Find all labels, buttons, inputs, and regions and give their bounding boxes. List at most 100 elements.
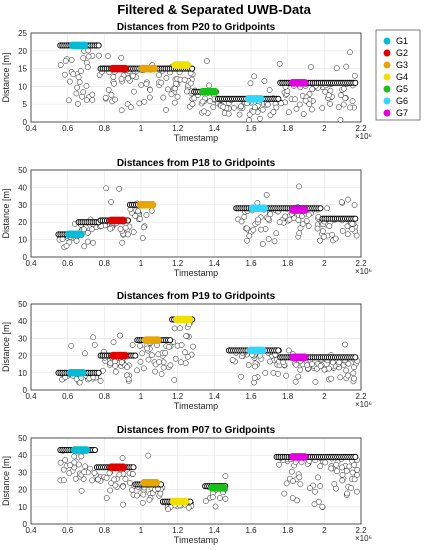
sample-point <box>351 462 357 468</box>
gridpoint-marker <box>150 64 159 73</box>
y-tick-label: 5 <box>23 100 28 109</box>
sample-point <box>202 498 209 504</box>
x-tick-label: 1 <box>139 392 144 401</box>
sample-point <box>70 71 77 78</box>
sample-point <box>127 480 133 486</box>
gridpoint-G3 <box>140 478 161 487</box>
step-point <box>95 42 102 49</box>
sample-point <box>62 457 68 463</box>
y-tick-label: 20 <box>18 352 27 361</box>
sample-point <box>347 49 353 56</box>
sample-point <box>183 88 190 95</box>
sample-point <box>348 485 354 491</box>
step-band <box>75 219 102 226</box>
sample-point <box>117 226 124 232</box>
sample-point <box>168 91 175 98</box>
step-band <box>319 215 359 222</box>
sample-point <box>314 225 321 232</box>
sample-point <box>338 464 345 471</box>
sample-point <box>103 495 110 501</box>
gridpoint-marker <box>300 353 309 362</box>
sample-point <box>140 365 147 372</box>
gridpoint-G4 <box>169 497 190 506</box>
x-tick-label: 2 <box>322 392 327 401</box>
legend-marker-G2 <box>383 49 391 57</box>
sample-point <box>349 226 356 233</box>
x-tick-label: 0.4 <box>25 259 37 268</box>
sample-point <box>275 371 281 377</box>
y-tick-label: 0 <box>23 386 28 395</box>
sample-point <box>343 367 350 374</box>
sample-point <box>244 237 250 244</box>
x-tick-label: 1.2 <box>172 392 184 401</box>
gridpoint-marker <box>185 315 194 324</box>
sample-point <box>246 117 252 123</box>
sample-point <box>91 341 98 348</box>
sample-point <box>351 476 358 483</box>
sample-point <box>297 225 304 232</box>
sample-point <box>349 469 356 476</box>
sample-point <box>165 506 171 512</box>
sample-point <box>107 487 114 494</box>
sample-point <box>296 101 303 108</box>
sample-point <box>73 237 80 244</box>
sample-point <box>85 53 92 60</box>
sample-point <box>292 96 298 103</box>
sample-point <box>217 495 223 501</box>
sample-point <box>156 72 162 78</box>
y-tick-label: 30 <box>18 201 27 210</box>
gridpoint-G1 <box>68 41 89 50</box>
sample-point <box>61 71 68 78</box>
sample-point <box>68 342 75 349</box>
sample-point <box>152 368 158 375</box>
sample-point <box>317 483 323 489</box>
sample-point <box>271 238 278 245</box>
sample-point <box>354 467 361 473</box>
x-tick-label: 2 <box>322 526 327 535</box>
sample-point <box>307 485 313 491</box>
gridpoint-G2 <box>107 463 128 472</box>
sample-point <box>255 216 261 223</box>
gridpoint-G5 <box>208 484 228 492</box>
sample-point <box>337 374 344 381</box>
step-point <box>352 79 359 86</box>
legend-label-G6: G6 <box>396 96 408 106</box>
sample-point <box>250 226 257 233</box>
sample-point <box>82 350 88 357</box>
x-tick-label: 1.2 <box>172 124 184 133</box>
sample-point <box>328 375 334 382</box>
sample-point <box>199 98 206 105</box>
gridpoint-G4 <box>173 315 194 324</box>
sample-point <box>347 104 354 111</box>
sample-point <box>285 347 292 354</box>
sample-point <box>74 84 81 91</box>
sample-point <box>134 492 140 499</box>
axes-frame <box>30 303 362 391</box>
sample-point <box>312 378 319 385</box>
sample-point <box>276 60 283 67</box>
sample-point <box>129 342 136 348</box>
sample-point <box>57 62 64 68</box>
y-tick-label: 10 <box>18 82 27 91</box>
sample-point <box>90 334 96 341</box>
sample-point <box>283 372 290 379</box>
sample-point <box>265 236 272 242</box>
sample-point <box>190 343 196 350</box>
sample-point <box>206 82 213 89</box>
sample-point <box>130 229 137 235</box>
legend-marker-G6 <box>383 97 391 105</box>
sample-point <box>181 76 188 83</box>
sample-point <box>322 459 329 466</box>
sample-point <box>339 228 346 234</box>
sample-point <box>290 478 296 484</box>
sample-point <box>338 199 345 205</box>
y-tick-label: 30 <box>18 334 27 343</box>
x-tick-label: 2 <box>322 124 327 133</box>
step-point <box>352 354 359 361</box>
sample-point <box>137 215 143 222</box>
sample-point <box>286 216 293 223</box>
sample-point <box>295 217 302 223</box>
sample-point <box>57 459 64 466</box>
gridpoint-marker <box>119 463 128 472</box>
y-tick-label: 20 <box>18 486 27 495</box>
